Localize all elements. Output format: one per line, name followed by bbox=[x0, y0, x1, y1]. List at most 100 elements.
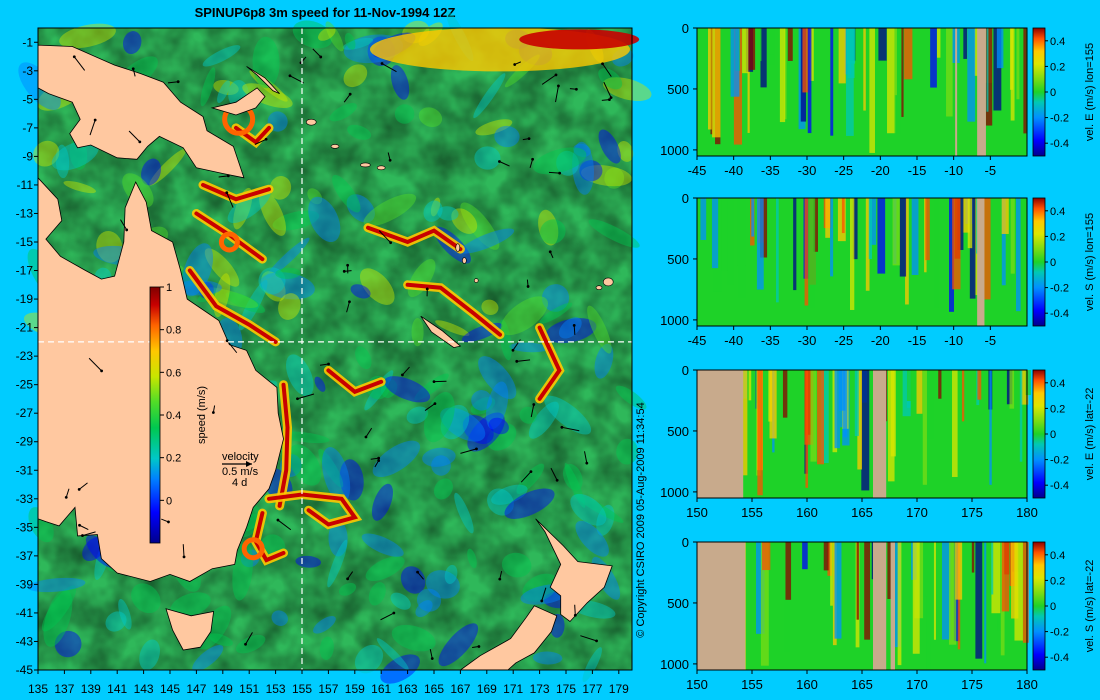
velocity-arrowhead bbox=[244, 642, 247, 646]
velocity-key-title: velocity bbox=[222, 451, 259, 463]
speed-patch bbox=[533, 147, 587, 175]
speed-patch bbox=[582, 647, 603, 683]
speed-patch bbox=[313, 616, 336, 634]
section-colorbar-tick-label: 0 bbox=[1050, 257, 1056, 269]
strong-current-core bbox=[405, 282, 502, 337]
velocity-arrowhead bbox=[81, 534, 84, 537]
map-lon-label: 173 bbox=[530, 682, 550, 696]
velocity-arrow bbox=[226, 192, 234, 208]
speed-patch bbox=[225, 292, 266, 314]
map-longitude-axis: 135 137 139 141 143 145 147 149 151 153 155 157 159 1… bbox=[28, 670, 629, 696]
section-depth-label: 500 bbox=[667, 424, 689, 439]
speed-patch bbox=[371, 483, 393, 521]
velocity-arrow bbox=[520, 471, 532, 483]
map-land bbox=[37, 44, 614, 671]
speed-patch bbox=[208, 633, 233, 647]
section-x-label: 165 bbox=[851, 677, 873, 692]
speed-patch bbox=[363, 193, 417, 227]
section-streak bbox=[901, 28, 904, 117]
speed-patch bbox=[467, 548, 477, 569]
speed-patch bbox=[406, 406, 429, 424]
speed-patch bbox=[558, 317, 582, 339]
speed-patch bbox=[141, 158, 162, 186]
speed-patch bbox=[475, 119, 513, 136]
section-x-label: 175 bbox=[961, 505, 983, 520]
velocity-arrow bbox=[297, 393, 315, 400]
section-x-label: 155 bbox=[741, 677, 763, 692]
section-streak bbox=[878, 28, 887, 61]
velocity-arrow bbox=[550, 467, 558, 481]
section-streak bbox=[926, 370, 934, 439]
speed-patch bbox=[213, 79, 239, 95]
velocity-arrowhead bbox=[531, 157, 535, 161]
section-depth-label: 1000 bbox=[660, 485, 689, 500]
speed-patch bbox=[570, 493, 607, 526]
map-lon-label: 163 bbox=[398, 682, 418, 696]
section-colorbar-label: vel. S (m/s) lat=-22 bbox=[1084, 560, 1096, 653]
velocity-arrowhead bbox=[167, 520, 170, 524]
section-x-label: -10 bbox=[944, 333, 963, 348]
velocity-arrow bbox=[289, 75, 304, 84]
section-streak bbox=[1001, 198, 1009, 234]
velocity-arrow bbox=[82, 531, 96, 537]
section-streak bbox=[904, 28, 913, 80]
section-depth-label: 0 bbox=[682, 21, 689, 36]
section-x-label: -45 bbox=[688, 333, 707, 348]
velocity-arrowhead bbox=[78, 523, 81, 527]
section-streak bbox=[808, 198, 816, 309]
island bbox=[462, 257, 467, 264]
section-depth-label: 0 bbox=[682, 363, 689, 378]
section-streak bbox=[782, 370, 788, 418]
section-x-label: -40 bbox=[724, 163, 743, 178]
strong-current-core bbox=[201, 182, 271, 202]
speed-patch bbox=[474, 146, 501, 170]
section-streak bbox=[1019, 370, 1023, 462]
speed-patch bbox=[539, 302, 573, 324]
velocity-arrowhead bbox=[225, 191, 229, 195]
section-colorbar bbox=[1032, 369, 1046, 499]
speed-patch bbox=[487, 423, 517, 451]
speed-patch bbox=[545, 318, 597, 344]
map-lat-label: -35 bbox=[16, 520, 34, 534]
speed-patch bbox=[519, 29, 640, 50]
speed-colorbar-tick-label: 0.4 bbox=[166, 410, 181, 422]
speed-patch bbox=[149, 148, 187, 186]
speed-patch bbox=[59, 23, 116, 49]
speed-patch bbox=[292, 20, 333, 49]
velocity-arrowhead bbox=[342, 269, 346, 273]
velocity-arrowhead bbox=[77, 488, 81, 491]
section-depth-label: 500 bbox=[667, 596, 689, 611]
speed-patch bbox=[451, 208, 478, 234]
velocity-arrowhead bbox=[540, 599, 544, 603]
section-colorbar bbox=[1032, 197, 1046, 327]
velocity-arrowhead bbox=[225, 339, 229, 343]
speed-patch bbox=[460, 228, 515, 254]
speed-patch bbox=[361, 533, 404, 557]
speed-patch bbox=[170, 592, 211, 618]
speed-patch bbox=[444, 564, 458, 584]
section-streak bbox=[721, 198, 728, 271]
speed-colorbar-tick-label: 0.2 bbox=[166, 453, 181, 465]
speed-patch bbox=[318, 27, 336, 41]
velocity-arrowhead bbox=[380, 62, 384, 65]
speed-patch bbox=[437, 206, 459, 221]
speed-patch bbox=[471, 390, 492, 411]
map-lat-label: -1 bbox=[22, 35, 33, 49]
section-colorbar-label: vel. S (m/s) lon=155 bbox=[1084, 213, 1096, 311]
speed-patch bbox=[572, 141, 595, 195]
section-streak bbox=[946, 28, 953, 117]
island bbox=[473, 278, 479, 283]
island bbox=[305, 118, 317, 126]
velocity-arrowhead bbox=[296, 397, 299, 401]
section-x-label: 180 bbox=[1016, 677, 1038, 692]
section-streak bbox=[830, 28, 834, 136]
speed-patch bbox=[271, 610, 289, 626]
speed-patch bbox=[43, 589, 73, 647]
section-x-label: -30 bbox=[798, 333, 817, 348]
vertical-sections: 0 500 1000 -45 -40 -35 -30 -25 -20 -15 -10 -5 0.4 0.2… bbox=[660, 21, 1096, 692]
section-streak bbox=[930, 28, 937, 88]
map-latitude-axis: -1 -3 -5 -7 -9 -11 -13 -15 -17 -19 -21 -23 -25 -27 -29… bbox=[16, 35, 38, 677]
section-streak bbox=[802, 542, 808, 570]
section-depth-label: 0 bbox=[682, 535, 689, 550]
speed-patch bbox=[33, 140, 60, 167]
